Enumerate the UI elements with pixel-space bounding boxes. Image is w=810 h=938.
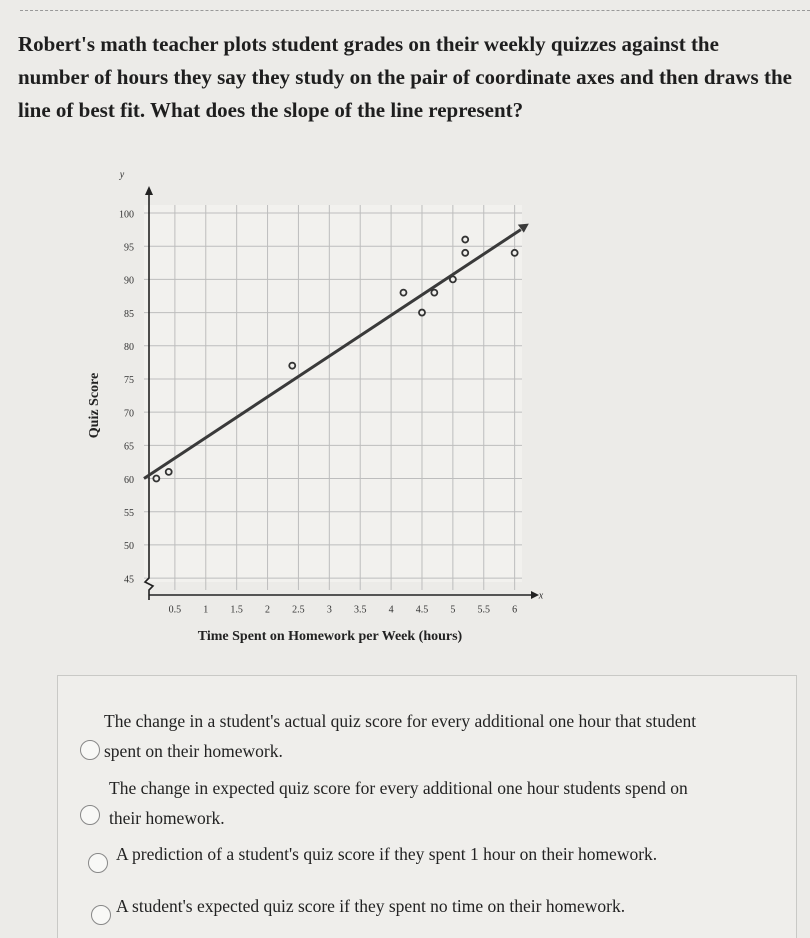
data-point bbox=[448, 275, 457, 284]
x-tick-label: 1.5 bbox=[230, 604, 243, 615]
y-tick-label: 95 bbox=[124, 242, 134, 253]
question-text: Robert's math teacher plots student grad… bbox=[18, 32, 792, 122]
y-tick-label: 60 bbox=[124, 475, 134, 486]
option-text[interactable]: A student's expected quiz score if they … bbox=[116, 896, 626, 916]
x-tick-label: 5 bbox=[450, 604, 455, 615]
y-axis bbox=[143, 193, 155, 600]
y-tick-label: 45 bbox=[124, 574, 134, 585]
x-tick-label: 3.5 bbox=[354, 604, 367, 615]
x-tick-label: 1 bbox=[203, 604, 208, 615]
x-tick-label: 3 bbox=[327, 604, 332, 615]
y-tick-label: 65 bbox=[124, 442, 134, 453]
data-point bbox=[164, 467, 173, 476]
x-tick-label: 2 bbox=[265, 604, 270, 615]
y-tick-label: 90 bbox=[124, 276, 134, 287]
axis-letter: y bbox=[119, 169, 125, 180]
y-axis-title: Quiz Score bbox=[87, 373, 102, 438]
option-text[interactable]: A prediction of a student's quiz score i… bbox=[116, 844, 658, 864]
data-point bbox=[399, 288, 408, 297]
x-axis-arrow bbox=[531, 591, 539, 599]
divider bbox=[20, 10, 810, 11]
data-point bbox=[288, 361, 297, 370]
y-tick-label: 85 bbox=[124, 309, 134, 320]
radio-button[interactable] bbox=[80, 740, 100, 760]
x-tick-label: 6 bbox=[512, 604, 517, 615]
y-axis-arrow bbox=[145, 186, 153, 195]
y-tick-label: 70 bbox=[124, 408, 134, 419]
data-point bbox=[418, 308, 426, 317]
radio-button[interactable] bbox=[80, 805, 100, 825]
y-tick-label: 55 bbox=[124, 508, 134, 519]
x-tick-label: 2.5 bbox=[292, 604, 305, 615]
y-tick-label: 100 bbox=[119, 209, 134, 220]
y-tick-label: 80 bbox=[124, 342, 134, 353]
fit-line-arrow bbox=[517, 223, 529, 233]
x-axis-title: Time Spent on Homework per Week (hours) bbox=[198, 629, 463, 644]
option-text[interactable]: The change in expected quiz score for ev… bbox=[109, 778, 688, 828]
radio-button[interactable] bbox=[91, 905, 111, 925]
y-tick-label: 50 bbox=[124, 541, 134, 552]
data-point bbox=[461, 235, 470, 244]
x-tick-label: 4.5 bbox=[416, 604, 429, 615]
x-tick-label: 0.5 bbox=[169, 604, 182, 615]
axis-letter: x bbox=[538, 590, 544, 601]
answer-options: The change in a student's actual quiz sc… bbox=[57, 675, 797, 938]
y-tick-label: 75 bbox=[124, 375, 134, 386]
x-tick-label: 4 bbox=[389, 604, 394, 615]
data-point bbox=[152, 474, 161, 483]
plot-area bbox=[144, 205, 522, 582]
x-tick-label: 5.5 bbox=[478, 604, 491, 615]
data-point bbox=[430, 288, 439, 297]
option-text[interactable]: The change in a student's actual quiz sc… bbox=[104, 711, 697, 761]
fit-line bbox=[143, 228, 522, 480]
data-point bbox=[510, 248, 519, 257]
data-point bbox=[461, 248, 470, 257]
radio-button[interactable] bbox=[88, 853, 108, 873]
